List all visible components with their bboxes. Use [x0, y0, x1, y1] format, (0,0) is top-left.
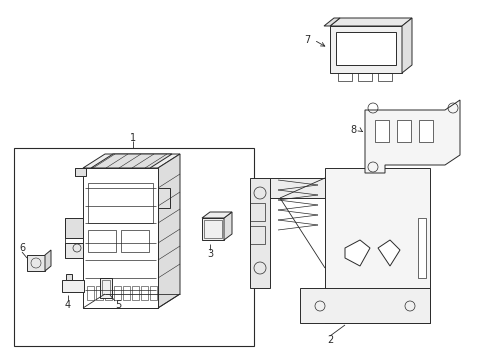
Text: 6: 6: [19, 243, 25, 253]
Bar: [377, 73, 391, 81]
Bar: [14, 148, 253, 346]
Bar: [396, 120, 410, 142]
Text: 8: 8: [349, 125, 355, 135]
Bar: [150, 286, 157, 300]
Polygon shape: [324, 18, 339, 26]
Polygon shape: [202, 218, 224, 240]
Polygon shape: [325, 168, 429, 323]
Bar: [417, 218, 425, 278]
Polygon shape: [27, 255, 45, 271]
Bar: [203, 220, 222, 238]
Polygon shape: [299, 288, 429, 323]
Bar: [87, 286, 94, 300]
Polygon shape: [62, 280, 84, 292]
Bar: [88, 183, 153, 223]
Text: 1: 1: [130, 133, 136, 143]
Polygon shape: [91, 154, 172, 168]
Bar: [121, 230, 149, 252]
Polygon shape: [65, 218, 83, 238]
Polygon shape: [364, 100, 459, 173]
Bar: [102, 280, 110, 294]
Polygon shape: [329, 26, 401, 73]
Polygon shape: [66, 274, 72, 280]
Polygon shape: [249, 178, 269, 288]
Polygon shape: [202, 212, 231, 218]
Bar: [337, 73, 351, 81]
Polygon shape: [224, 212, 231, 240]
Bar: [114, 286, 121, 300]
Bar: [105, 286, 112, 300]
Text: 5: 5: [115, 300, 121, 310]
Polygon shape: [83, 168, 158, 308]
Polygon shape: [329, 18, 411, 26]
Bar: [123, 286, 130, 300]
Bar: [418, 120, 432, 142]
Polygon shape: [345, 240, 369, 266]
Text: 2: 2: [326, 335, 332, 345]
Bar: [335, 32, 395, 65]
Polygon shape: [401, 18, 411, 73]
Polygon shape: [65, 243, 83, 258]
Bar: [249, 203, 264, 221]
Polygon shape: [158, 154, 180, 308]
Bar: [132, 286, 139, 300]
Polygon shape: [75, 168, 86, 176]
Text: 7: 7: [303, 35, 309, 45]
Text: 4: 4: [65, 300, 71, 310]
Polygon shape: [45, 250, 51, 271]
Bar: [88, 230, 116, 252]
Polygon shape: [100, 278, 112, 298]
Polygon shape: [158, 188, 170, 208]
Bar: [96, 286, 103, 300]
Text: 3: 3: [206, 249, 213, 259]
Bar: [141, 286, 148, 300]
Bar: [249, 226, 264, 244]
Bar: [357, 73, 371, 81]
Bar: [374, 120, 388, 142]
Polygon shape: [269, 178, 325, 198]
Polygon shape: [377, 240, 399, 266]
Polygon shape: [83, 154, 180, 168]
